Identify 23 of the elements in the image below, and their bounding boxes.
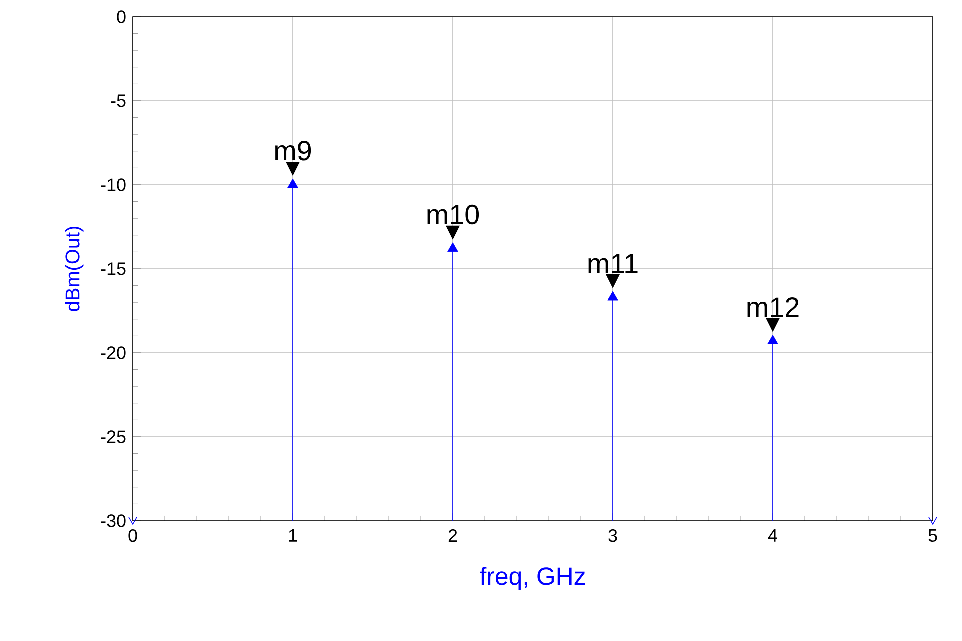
point (288, 178, 298, 188)
x-axis-title: freq, GHz (480, 567, 586, 590)
y-tick-label: 0 (117, 10, 126, 24)
point (768, 335, 778, 344)
x-tick-label: 3 (608, 529, 618, 542)
x-tick-label: 1 (289, 530, 298, 542)
y-tick-label: -30 (101, 514, 126, 528)
point (448, 242, 458, 252)
y-tick-label: -15 (101, 262, 126, 276)
y-axis-title: dBm(Out) (65, 227, 84, 312)
annotation: m9 (275, 141, 312, 161)
x-tick-label: 5 (928, 530, 938, 542)
annotation: m12 (748, 298, 799, 318)
annotation: m10 (428, 204, 480, 225)
y-tick-label: -5 (111, 94, 126, 108)
x-tick-label: 2 (448, 529, 458, 542)
x-tick-label: 4 (768, 530, 778, 542)
x-tick-label: 0 (128, 529, 138, 542)
annotation: m11 (588, 254, 638, 274)
y-tick-label: -25 (101, 430, 126, 444)
point (608, 291, 618, 301)
y-tick-label: -20 (101, 346, 126, 360)
y-tick-label: -10 (101, 178, 126, 192)
